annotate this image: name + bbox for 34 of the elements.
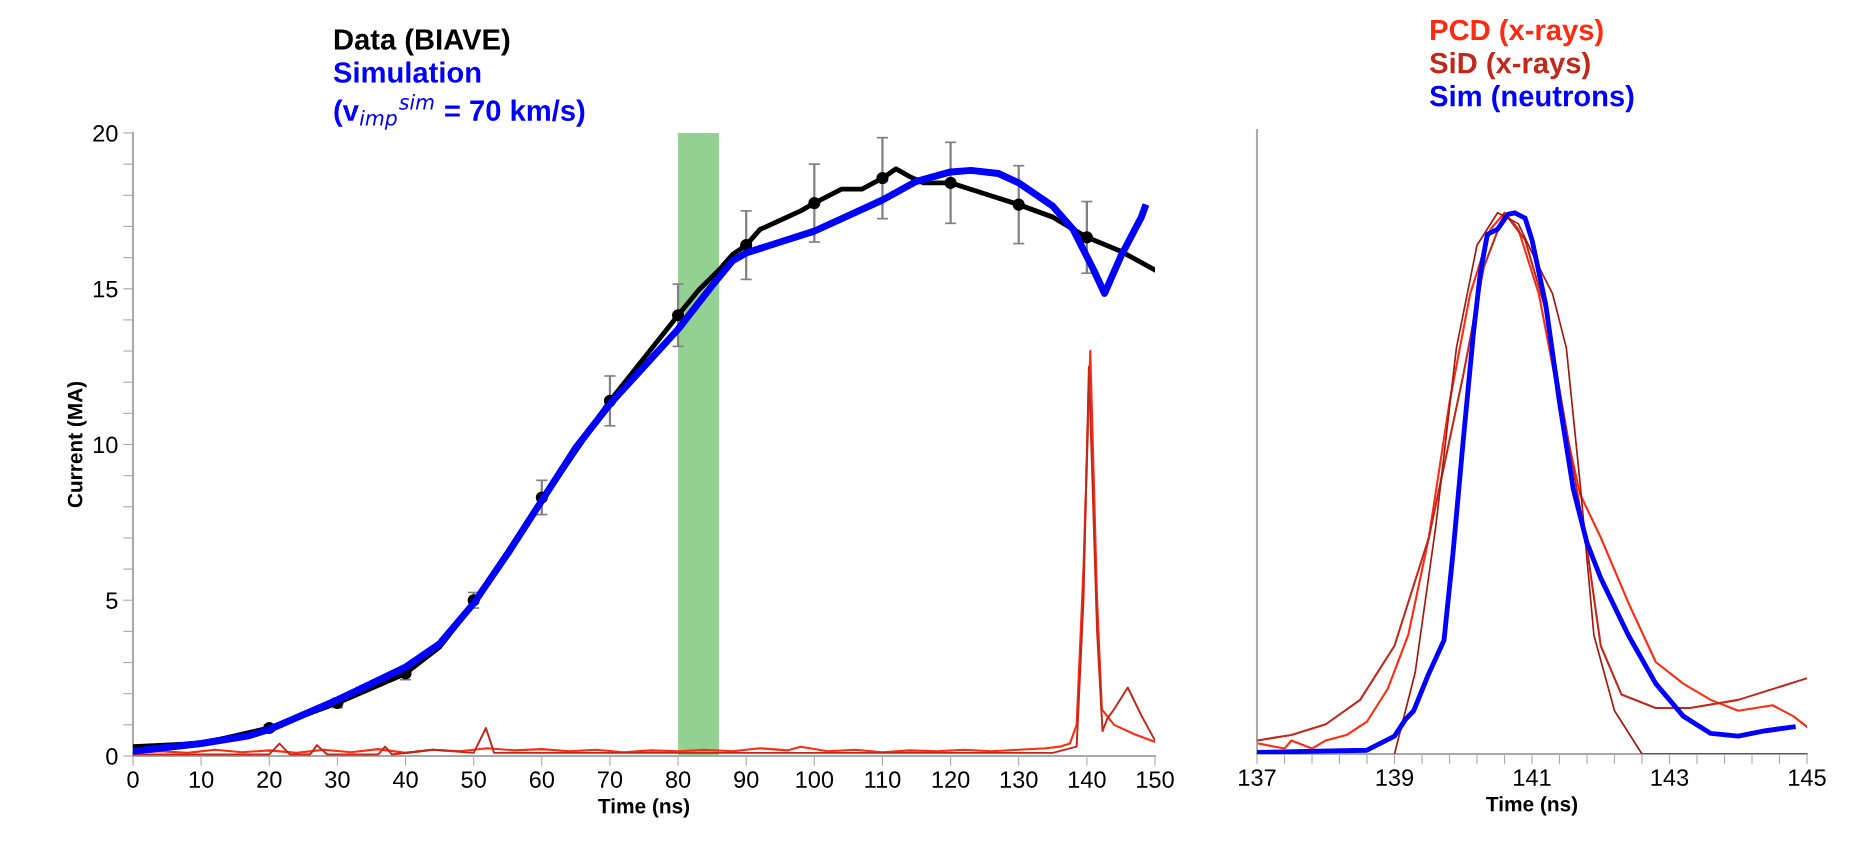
y-tick-label: 20 — [93, 125, 118, 142]
x-tick-label: 60 — [529, 771, 555, 788]
x-tick-label: 110 — [865, 771, 901, 788]
x-tick-label: 0 — [127, 771, 139, 788]
text: Simulation (v$_{imp}$$^{sim}$ = 70 km/s) — [333, 61, 585, 130]
y-tick-label: 5 — [106, 592, 118, 610]
x-tick-label: 137 — [1239, 769, 1276, 786]
text: Data (BIAVE) — [334, 28, 510, 56]
y-tick-label: 10 — [93, 436, 118, 454]
x-tick-label: 80 — [665, 771, 691, 788]
x-tick-label: 10 — [189, 771, 214, 788]
text: PCD (x-rays) — [1431, 18, 1603, 47]
x-tick-label: 150 — [1137, 771, 1174, 788]
x-tick-label: 50 — [461, 771, 486, 788]
x-tick-label: 40 — [392, 771, 418, 788]
x-tick-label: 100 — [796, 771, 834, 788]
x-axis-title: Time (ns) — [1486, 796, 1578, 816]
y-tick-label: 15 — [93, 281, 118, 298]
x-tick-label: 20 — [257, 771, 282, 788]
text: SiD (x-rays) — [1429, 51, 1590, 80]
text: Sim (neutrons) — [1429, 85, 1634, 113]
x-tick-label: 139 — [1376, 769, 1414, 786]
y-tick-label: 0 — [106, 748, 118, 765]
x-tick-label: 130 — [1000, 771, 1038, 788]
x-tick-label: 120 — [932, 771, 970, 788]
x-tick-label: 145 — [1789, 769, 1826, 786]
x-tick-label: 90 — [734, 771, 759, 788]
x-axis-title: Time (ns) — [598, 798, 690, 818]
x-tick-label: 143 — [1651, 769, 1689, 786]
x-tick-label: 141 — [1514, 769, 1551, 786]
x-tick-label: 30 — [325, 771, 350, 788]
y-axis-title: Current (MA) — [67, 381, 87, 508]
x-tick-label: 140 — [1068, 771, 1106, 788]
x-tick-label: 70 — [598, 771, 623, 788]
